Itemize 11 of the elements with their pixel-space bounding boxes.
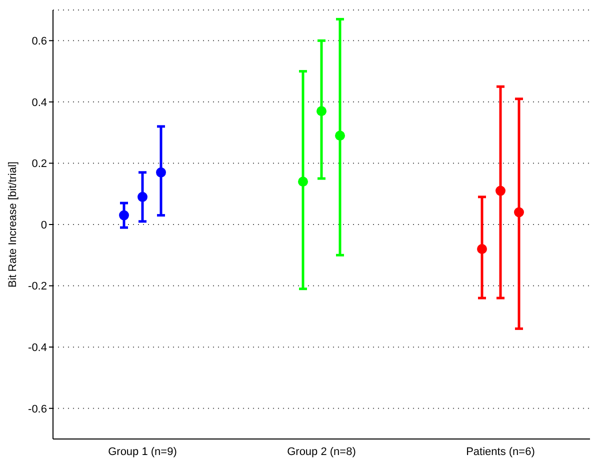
x-tick-label: Patients (n=6) bbox=[466, 446, 535, 458]
y-tick-label: 0 bbox=[40, 219, 47, 232]
y-tick-label: 0.2 bbox=[32, 158, 47, 170]
y-tick-label: -0.2 bbox=[28, 280, 47, 293]
y-tick-label: 0.4 bbox=[32, 96, 47, 109]
y-tick-label: -0.6 bbox=[28, 403, 47, 416]
x-tick-label: Group 2 (n=8) bbox=[287, 446, 356, 458]
y-axis-title: Bit Rate Increase [bit/trial] bbox=[6, 162, 19, 288]
y-tick-label: 0.6 bbox=[32, 36, 47, 48]
x-tick-label: Group 1 (n=9) bbox=[108, 446, 177, 458]
y-tick-label: -0.4 bbox=[28, 342, 47, 354]
